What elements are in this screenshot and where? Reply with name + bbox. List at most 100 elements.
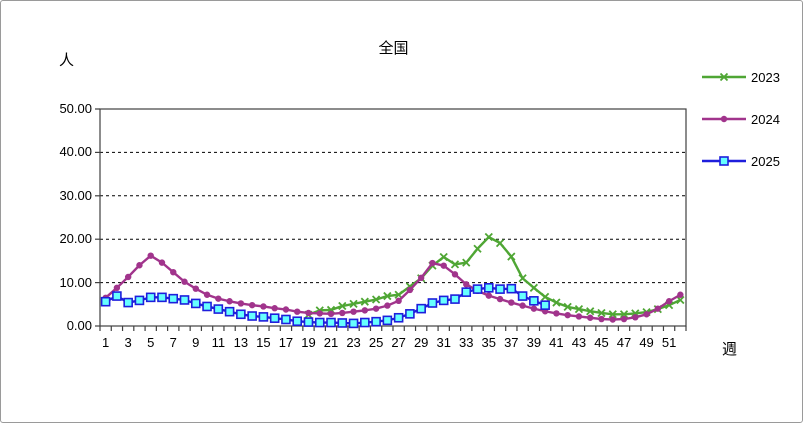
x-marker: [371, 295, 381, 304]
circle-marker: [485, 292, 492, 299]
x-tick-label: 9: [192, 335, 200, 350]
y-tick-label: 40.00: [59, 144, 92, 160]
x-tick-label: 47: [616, 335, 632, 350]
circle-marker: [598, 315, 605, 323]
circle-marker: [124, 273, 132, 281]
circle-marker: [429, 259, 436, 267]
square-marker: [112, 291, 122, 301]
circle-marker: [327, 310, 335, 318]
circle-marker: [305, 309, 312, 317]
x-tick-label: 29: [413, 335, 429, 350]
square-marker: [326, 317, 336, 328]
circle-marker: [203, 291, 211, 298]
x-marker: [597, 308, 606, 318]
x-marker: [529, 283, 539, 292]
square-marker: [450, 294, 460, 304]
square-marker: [517, 291, 528, 301]
circle-marker: [665, 298, 673, 305]
y-tick-label: 10.00: [59, 274, 92, 290]
x-tick-label: 43: [571, 335, 587, 350]
series-2024-line: [104, 254, 681, 321]
square-marker: [145, 292, 156, 303]
square-marker: [405, 309, 415, 319]
circle-marker: [294, 308, 301, 315]
circle-marker: [451, 271, 459, 278]
square-marker: [529, 296, 539, 306]
x-marker: [439, 252, 448, 262]
x-tick-label: 37: [504, 335, 519, 350]
square-marker: [540, 300, 550, 310]
x-marker: [518, 274, 527, 283]
circle-marker: [339, 309, 346, 317]
square-marker: [348, 318, 359, 329]
x-tick-label: 49: [639, 335, 654, 350]
square-marker: [269, 313, 280, 323]
circle-marker: [248, 301, 256, 309]
square-marker: [393, 312, 404, 323]
chart-title: 全国: [378, 40, 409, 57]
circle-marker: [643, 311, 650, 318]
square-marker: [168, 293, 179, 304]
square-marker: [416, 303, 426, 314]
legend-item-2025: 2025: [701, 151, 796, 171]
circle-marker: [170, 268, 177, 276]
x-tick-label: 23: [346, 335, 361, 350]
x-tick-label: 7: [169, 335, 177, 350]
circle-marker: [609, 316, 616, 323]
legend-item-2023: 2023: [701, 67, 796, 87]
x-tick-label: 3: [124, 335, 132, 350]
x-axis-unit-label: 週: [722, 341, 738, 358]
circle-marker: [496, 295, 504, 303]
x-tick-label: 51: [661, 335, 677, 350]
x-marker: [450, 260, 460, 269]
circle-marker: [361, 307, 369, 314]
circle-marker: [271, 305, 278, 312]
circle-marker: [192, 285, 199, 292]
x-tick-label: 15: [256, 335, 271, 350]
circle-marker: [136, 262, 143, 269]
x-marker: [360, 297, 369, 306]
x-marker: [349, 299, 358, 309]
circle-marker: [113, 284, 121, 292]
x-tick-label: 27: [391, 335, 406, 350]
legend-marker-2024: [702, 115, 746, 123]
circle-marker: [553, 310, 560, 317]
circle-marker: [632, 314, 639, 321]
square-marker: [123, 297, 133, 308]
circle-marker: [587, 314, 594, 321]
x-marker: [383, 291, 392, 301]
circle-marker: [237, 300, 245, 307]
x-marker: [507, 252, 516, 261]
legend-marker-2025: [702, 156, 746, 166]
square-marker: [495, 284, 505, 294]
x-tick-label: 33: [459, 335, 474, 350]
circle-marker: [620, 315, 628, 323]
x-marker: [552, 298, 561, 307]
series-2025-line: [105, 286, 546, 325]
x-marker: [540, 292, 550, 302]
square-marker: [157, 292, 167, 303]
x-tick-label: 35: [481, 335, 497, 350]
circle-marker: [226, 298, 233, 305]
x-tick-label: 41: [549, 335, 564, 350]
circle-marker: [440, 262, 447, 269]
x-tick-label: 19: [301, 335, 316, 350]
circle-marker: [147, 252, 154, 259]
x-tick-label: 45: [594, 335, 609, 350]
square-marker: [258, 312, 269, 322]
x-marker: [586, 307, 595, 316]
x-marker: [495, 238, 505, 248]
circle-marker: [564, 311, 571, 319]
y-axis-unit-label: 人: [59, 52, 75, 69]
x-tick-label: 1: [102, 335, 110, 350]
circle-marker: [260, 303, 267, 310]
square-marker: [303, 317, 314, 327]
x-tick-label: 13: [233, 335, 249, 350]
square-marker: [224, 306, 235, 317]
square-marker: [179, 295, 190, 305]
y-tick-label: 20.00: [59, 231, 92, 247]
chart-legend: 2023 2024 2025: [701, 67, 796, 193]
circle-marker: [384, 302, 391, 309]
circle-marker: [417, 274, 425, 282]
